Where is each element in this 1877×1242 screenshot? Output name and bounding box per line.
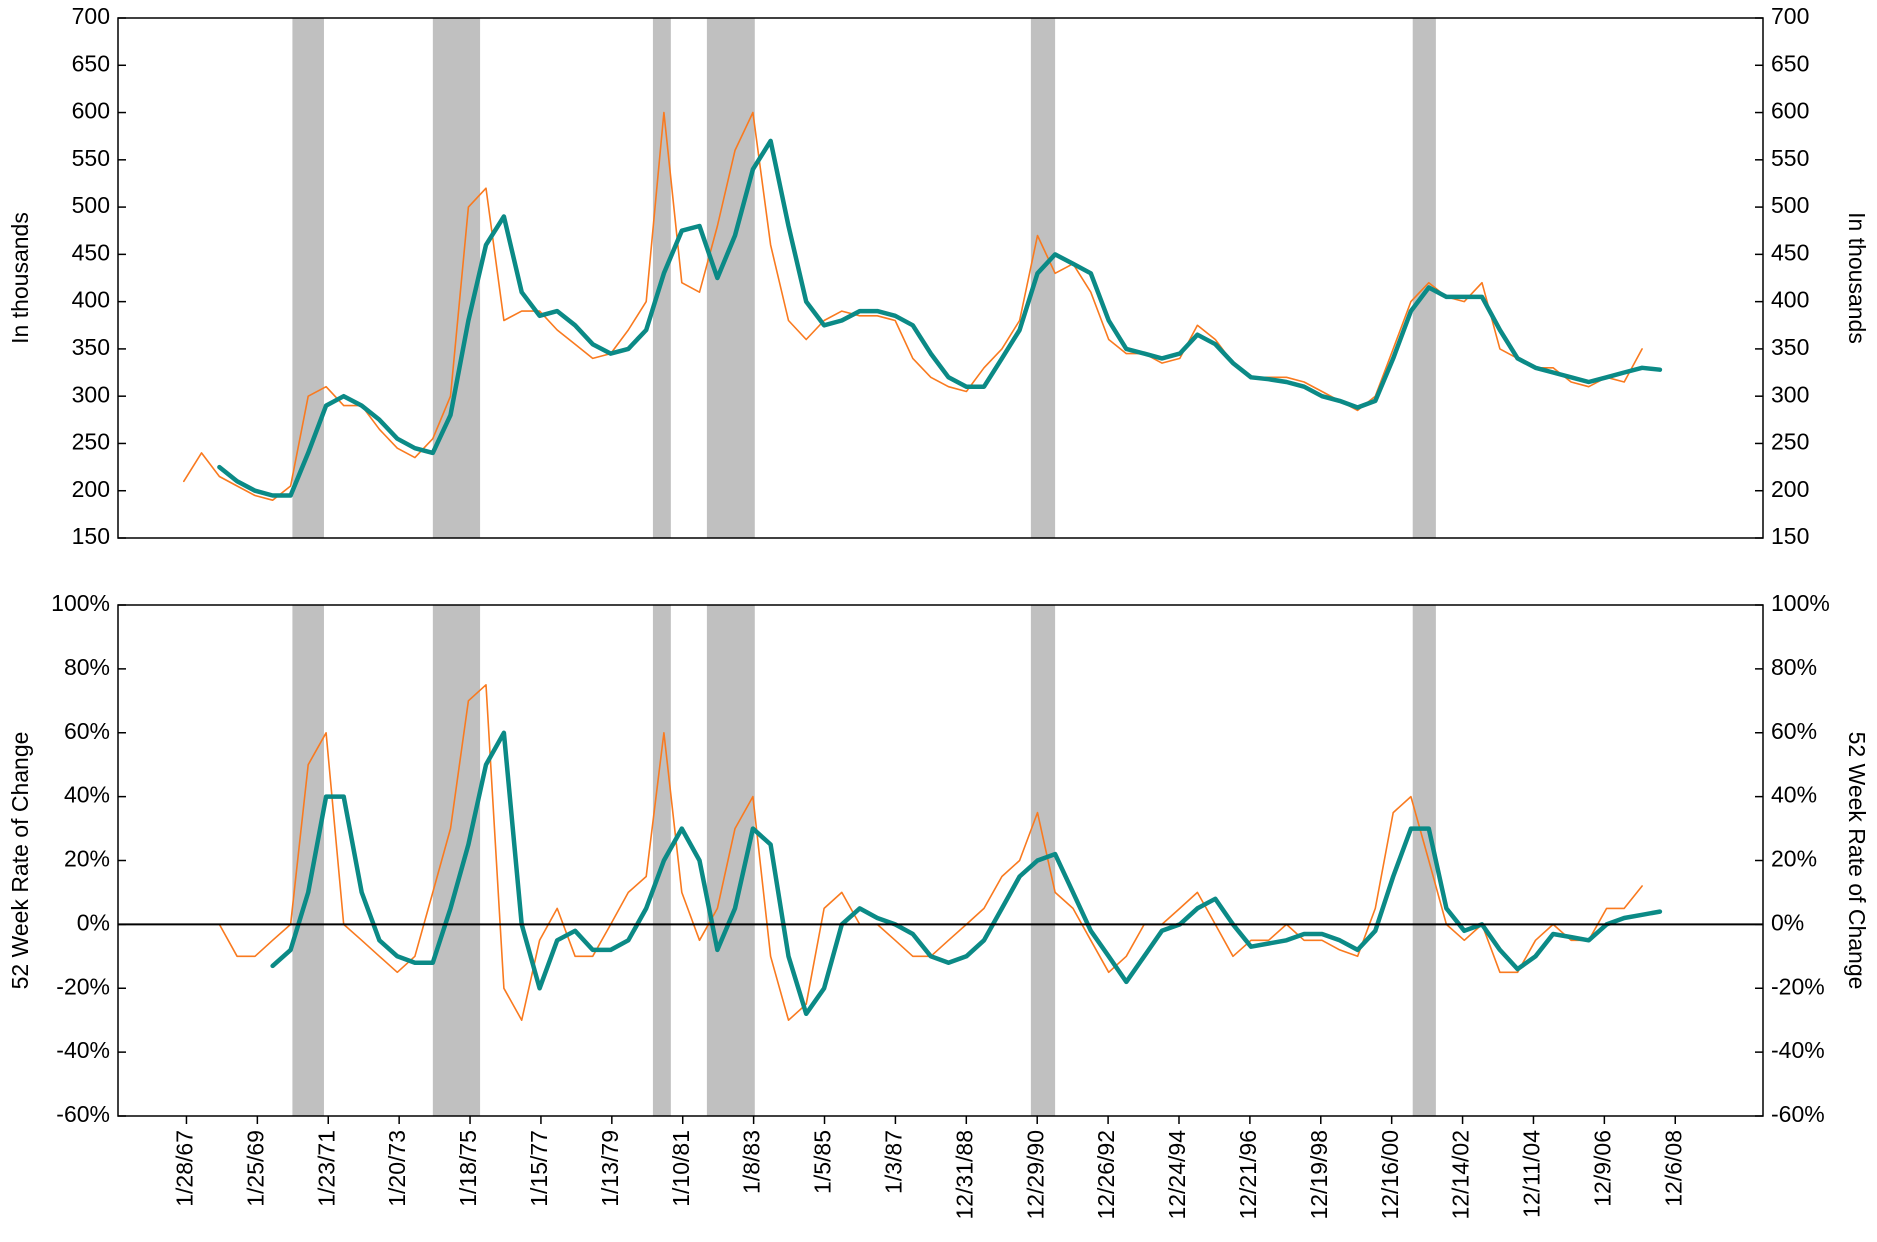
y2-tick-label: 40% (1771, 782, 1817, 808)
y-tick-label: -40% (56, 1037, 110, 1063)
y2-axis-title: In thousands (1844, 212, 1870, 344)
y2-tick-label: 20% (1771, 846, 1817, 872)
x-tick-label: 1/23/71 (313, 1130, 339, 1207)
x-tick-label: 12/16/00 (1377, 1130, 1403, 1220)
x-tick-label: 12/31/88 (951, 1130, 977, 1220)
y2-tick-label: 600 (1771, 98, 1809, 124)
y-tick-label: 550 (72, 145, 110, 171)
x-tick-label: 12/21/96 (1235, 1130, 1261, 1220)
series-line (217, 138, 1663, 498)
y2-tick-label: 300 (1771, 381, 1809, 407)
shaded-range (706, 18, 755, 538)
y-tick-label: 450 (72, 239, 110, 265)
y2-tick-label: 80% (1771, 654, 1817, 680)
x-tick-label: 12/6/08 (1660, 1130, 1686, 1207)
y2-tick-label: 200 (1771, 476, 1809, 502)
y2-tick-label: -60% (1771, 1101, 1825, 1127)
shaded-range (432, 605, 481, 1116)
y-axis-title: 52 Week Rate of Change (7, 732, 33, 990)
x-tick-label: 1/25/69 (242, 1130, 268, 1207)
y2-tick-label: 550 (1771, 145, 1809, 171)
y-tick-label: -60% (56, 1101, 110, 1127)
y-tick-label: 650 (72, 50, 110, 76)
x-tick-label: 12/9/06 (1589, 1130, 1615, 1207)
y-tick-label: 0% (77, 909, 110, 935)
y-axis-title: In thousands (7, 212, 33, 344)
plot (183, 18, 1663, 538)
y-tick-label: -20% (56, 973, 110, 999)
y2-tick-label: -40% (1771, 1037, 1825, 1063)
y2-tick-label: 650 (1771, 50, 1809, 76)
y-tick-label: 500 (72, 192, 110, 218)
x-tick-label: 1/10/81 (668, 1130, 694, 1207)
y2-tick-label: 350 (1771, 334, 1809, 360)
y-tick-label: 80% (64, 654, 110, 680)
series-line (270, 730, 1663, 1017)
plot-frame (117, 604, 1764, 1117)
shaded-range (292, 18, 324, 538)
x-tick-label: 1/5/85 (810, 1130, 836, 1194)
y-tick-label: 60% (64, 718, 110, 744)
x-tick-label: 12/29/90 (1022, 1130, 1048, 1220)
y-tick-label: 100% (51, 590, 110, 616)
y2-tick-label: 150 (1771, 523, 1809, 549)
y-tick-label: 350 (72, 334, 110, 360)
y2-tick-label: 250 (1771, 429, 1809, 455)
x-tick-label: 12/24/94 (1164, 1130, 1190, 1220)
x-tick-label: 12/19/98 (1306, 1130, 1332, 1220)
x-tick-label: 12/14/02 (1448, 1130, 1474, 1220)
y2-tick-label: 400 (1771, 287, 1809, 313)
y2-tick-label: 700 (1771, 3, 1809, 29)
x-tick-label: 1/8/83 (739, 1130, 765, 1194)
y-tick-label: 300 (72, 381, 110, 407)
y-tick-label: 250 (72, 429, 110, 455)
x-tick-label: 1/18/75 (455, 1130, 481, 1207)
y-tick-label: 150 (72, 523, 110, 549)
x-tick-label: 12/11/04 (1519, 1130, 1545, 1218)
y-tick-label: 20% (64, 846, 110, 872)
shaded-range (432, 18, 481, 538)
y-tick-label: 400 (72, 287, 110, 313)
y2-axis-title: 52 Week Rate of Change (1844, 732, 1870, 990)
y2-tick-label: 100% (1771, 590, 1830, 616)
y2-tick-label: 450 (1771, 239, 1809, 265)
y-tick-label: 600 (72, 98, 110, 124)
x-tick-label: 1/20/73 (384, 1130, 410, 1207)
series-line (183, 111, 1643, 501)
y2-tick-label: -20% (1771, 973, 1825, 999)
x-tick-label: 1/15/77 (526, 1130, 552, 1207)
y-tick-label: 700 (72, 3, 110, 29)
x-tick-label: 12/26/92 (1093, 1130, 1119, 1220)
y2-tick-label: 60% (1771, 718, 1817, 744)
y-tick-label: 200 (72, 476, 110, 502)
y2-tick-label: 0% (1771, 909, 1804, 935)
shaded-range (1412, 605, 1436, 1116)
x-tick-label: 1/3/87 (880, 1130, 906, 1194)
plot (218, 605, 1663, 1116)
y-tick-label: 40% (64, 782, 110, 808)
y2-tick-label: 500 (1771, 192, 1809, 218)
x-tick-label: 1/13/79 (597, 1130, 623, 1207)
shaded-range (1412, 18, 1436, 538)
x-tick-label: 1/28/67 (172, 1130, 198, 1207)
plot-frame (117, 17, 1764, 539)
